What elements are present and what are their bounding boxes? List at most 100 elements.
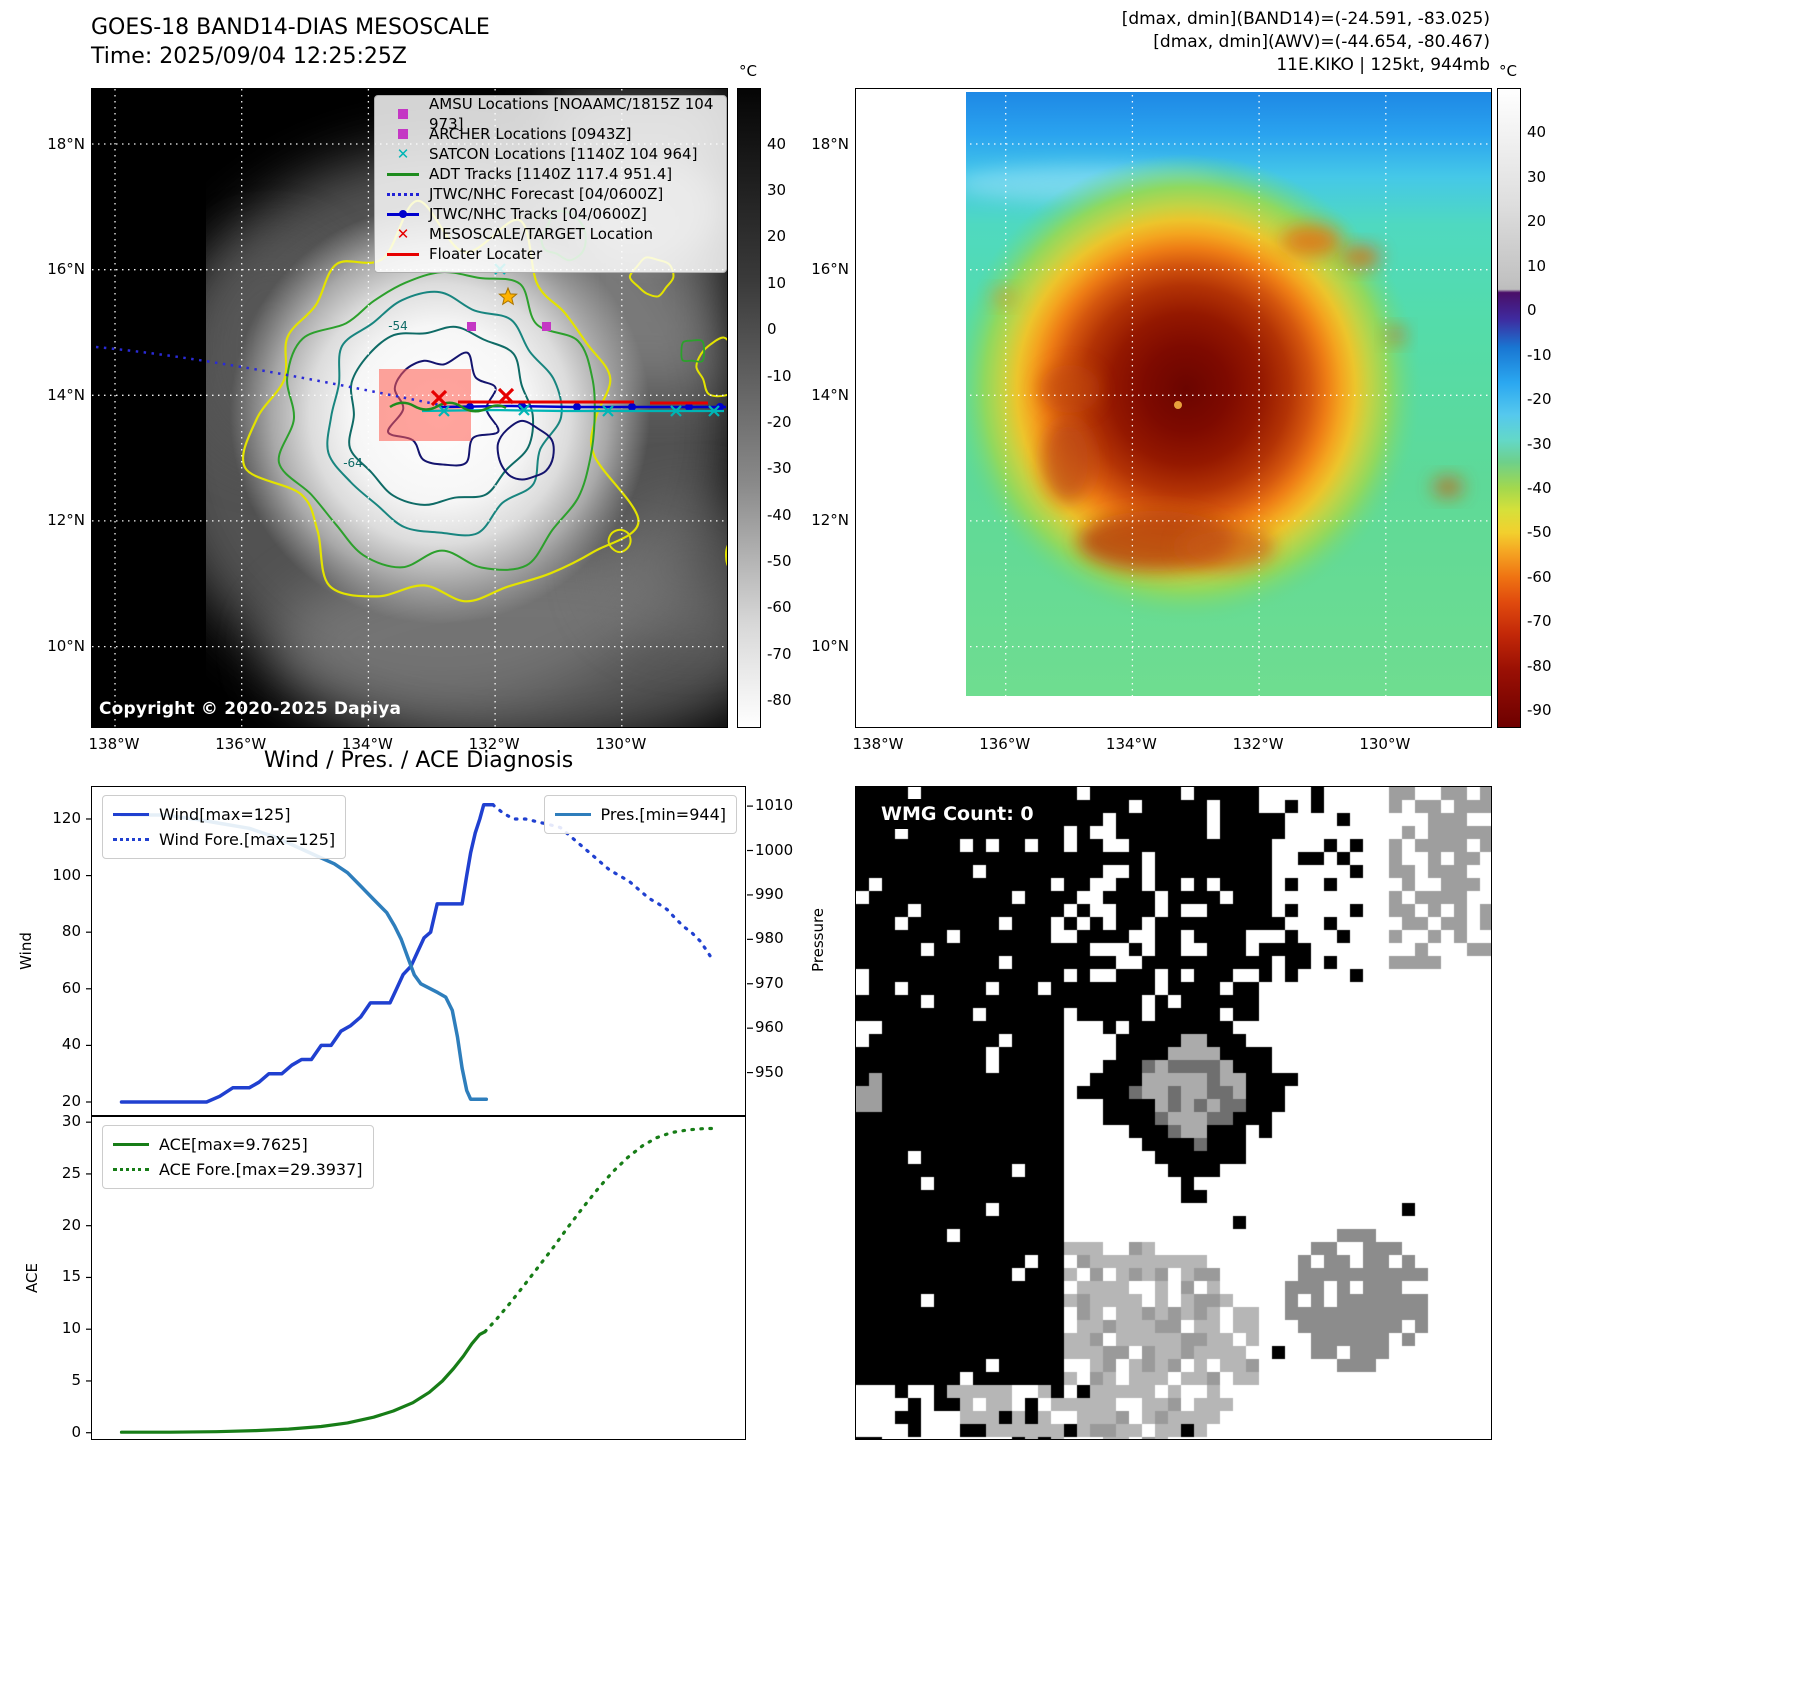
legend-item: ARCHER Locations [0943Z] — [386, 124, 715, 144]
wind-tick-label: 40 — [61, 1035, 81, 1054]
lat-tick-label: 16°N — [811, 260, 849, 279]
lon-tick-label: 132°W — [468, 735, 520, 753]
mesoscale-target-markers — [430, 387, 515, 407]
lat-tick-label: 14°N — [47, 385, 85, 404]
lat-tick-label: 12°N — [811, 511, 849, 530]
ace-tick-label: 0 — [71, 1422, 81, 1441]
floater-locater-line — [458, 400, 708, 405]
adt-track — [389, 401, 507, 413]
colorbar-tick-label: 20 — [767, 227, 787, 246]
no-data-band — [92, 89, 206, 727]
pressure-tick-label: 970 — [755, 973, 784, 992]
wind-tick-label: 80 — [61, 922, 81, 941]
legend-item: JTWC/NHC Tracks [04/0600Z] — [386, 204, 715, 224]
pressure-tick-label: 990 — [755, 884, 784, 903]
band14-legend: AMSU Locations [NOAAMC/1815Z 104 973] ARC… — [374, 95, 727, 273]
lat-tick-label: 14°N — [811, 385, 849, 404]
lon-tick-label: 134°W — [1105, 735, 1157, 753]
lon-tick-label: 136°W — [215, 735, 267, 753]
amsu-markers — [467, 322, 551, 331]
awv-color-field — [966, 92, 1491, 696]
current-position-star — [498, 286, 518, 306]
contour-label: -54 — [388, 319, 408, 333]
ace-chart: ACE[max=9.7625] ACE Fore.[max=29.3937] — [86, 1116, 746, 1440]
colorbar-tick-label: -50 — [767, 552, 792, 571]
awv-colorbar — [1497, 88, 1521, 728]
colorbar-tick-label: 10 — [767, 273, 787, 292]
legend-item-label: ACE Fore.[max=29.3937] — [159, 1160, 363, 1179]
pressure-tick-label: 1010 — [755, 796, 794, 815]
ace-plot-area — [86, 1121, 718, 1434]
colorbar-tick-label: 10 — [1527, 256, 1547, 275]
dotted-line-legend-marker — [113, 1168, 149, 1171]
legend-item: Wind[max=125] — [113, 802, 335, 827]
line-legend-marker — [386, 172, 420, 176]
colorbar-tick-label: -90 — [1527, 701, 1552, 720]
legend-item: Wind Fore.[max=125] — [113, 827, 335, 852]
band14-colorbar — [737, 88, 761, 728]
legend-item: ✕ SATCON Locations [1140Z 104 964] — [386, 144, 715, 164]
colorbar-tick-label: -50 — [1527, 523, 1552, 542]
legend-item: Pres.[min=944] — [554, 802, 726, 827]
legend-item-label: JTWC/NHC Forecast [04/0600Z] — [429, 185, 664, 203]
ace-tick-label: 20 — [61, 1215, 81, 1234]
colorbar-tick-label: -40 — [767, 505, 792, 524]
legend-item-label: MESOSCALE/TARGET Location — [429, 225, 654, 243]
wind-tick-label: 100 — [52, 865, 81, 884]
ace-tick-label: 15 — [61, 1267, 81, 1286]
square-legend-marker — [386, 109, 420, 119]
lat-tick-label: 10°N — [47, 637, 85, 656]
wmg-count-label: WMG Count: 0 — [869, 799, 1046, 829]
contour-label: -64 — [343, 456, 363, 470]
lat-tick-label: 12°N — [47, 511, 85, 530]
wind-tick-label: 120 — [52, 808, 81, 827]
legend-item: ✕ MESOSCALE/TARGET Location — [386, 224, 715, 244]
colorbar-tick-label: -10 — [767, 366, 792, 385]
lat-tick-label: 18°N — [811, 134, 849, 153]
eye-pixel — [1174, 401, 1182, 409]
wmg-pattern-image — [856, 787, 1491, 1439]
band14-colorbar-unit: °C — [739, 62, 757, 80]
ace-tick-label: 10 — [61, 1319, 81, 1338]
colorbar-tick-label: 0 — [767, 320, 777, 339]
storm-id-intensity: 11E.KIKO | 125kt, 944mb — [1276, 55, 1490, 75]
legend-item-label: AMSU Locations [NOAAMC/1815Z 104 973] — [429, 95, 714, 133]
lat-tick-label: 10°N — [811, 637, 849, 656]
legend-item: Floater Locater — [386, 244, 715, 264]
colorbar-tick-label: -80 — [1527, 656, 1552, 675]
ace-tick-label: 30 — [61, 1112, 81, 1131]
wmg-panel: WMG Count: 0 — [855, 786, 1492, 1440]
awv-header: [dmax, dmin](BAND14)=(-24.591, -83.025) … — [890, 8, 1490, 77]
wind-pressure-chart: Wind[max=125] Wind Fore.[max=125] Pres.[m… — [86, 786, 753, 1116]
band14-map: AMSU Locations [NOAAMC/1815Z 104 973] ARC… — [91, 88, 728, 728]
legend-item: ACE[max=9.7625] — [113, 1132, 363, 1157]
legend-item-label: ARCHER Locations [0943Z] — [429, 125, 632, 143]
colorbar-tick-label: -30 — [1527, 434, 1552, 453]
line-legend-marker — [386, 252, 420, 256]
xmark-legend-marker: ✕ — [396, 145, 410, 163]
pressure-tick-label: 960 — [755, 1018, 784, 1037]
wind-legend: Wind[max=125] Wind Fore.[max=125] — [102, 795, 347, 859]
dmax-dmin-band14: [dmax, dmin](BAND14)=(-24.591, -83.025) — [1121, 9, 1490, 29]
legend-item-label: Wind[max=125] — [159, 805, 291, 824]
pressure-axis-label: Pressure — [809, 907, 827, 973]
colorbar-tick-label: -70 — [1527, 612, 1552, 631]
lat-tick-label: 18°N — [47, 134, 85, 153]
dotted-legend-marker — [386, 192, 420, 196]
colorbar-tick-label: -60 — [767, 598, 792, 617]
pressure-tick-label: 950 — [755, 1062, 784, 1081]
ace-tick-label: 5 — [71, 1370, 81, 1389]
awv-colorbar-unit: °C — [1499, 62, 1517, 80]
colorbar-tick-label: -40 — [1527, 479, 1552, 497]
colorbar-tick-label: -70 — [767, 644, 792, 663]
wind-axis-label: Wind — [17, 932, 35, 970]
awv-map — [855, 88, 1492, 728]
legend-item-label: Floater Locater — [429, 245, 543, 263]
legend-item-label: SATCON Locations [1140Z 104 964] — [429, 145, 698, 163]
band14-title: GOES-18 BAND14-DIAS MESOSCALE — [91, 15, 490, 40]
legend-item-label: Wind Fore.[max=125] — [159, 830, 336, 849]
legend-item: ACE Fore.[max=29.3937] — [113, 1157, 363, 1182]
solid-line-legend-marker — [554, 813, 591, 816]
lon-tick-label: 138°W — [88, 735, 140, 753]
legend-item: JTWC/NHC Forecast [04/0600Z] — [386, 184, 715, 204]
